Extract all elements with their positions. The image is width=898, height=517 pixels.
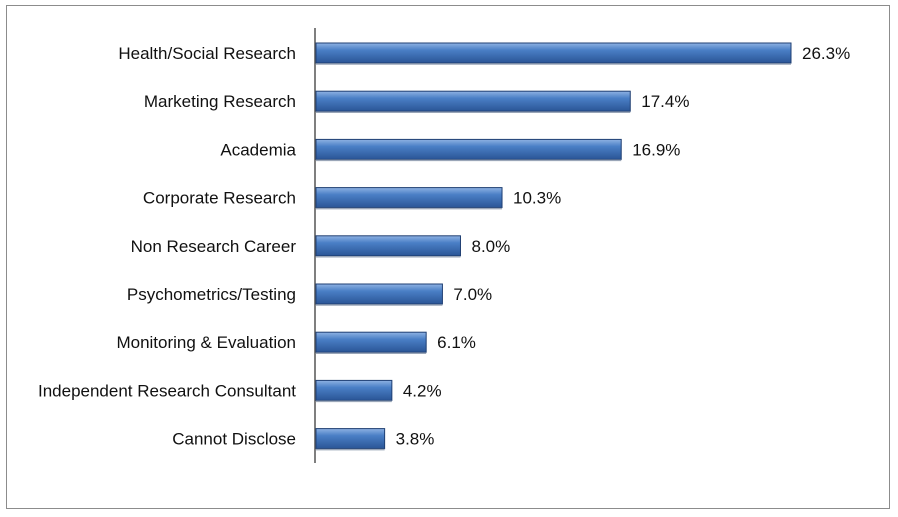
bar	[315, 428, 386, 450]
value-label: 6.1%	[437, 333, 476, 352]
category-label: Non Research Career	[131, 237, 297, 256]
bar	[315, 138, 622, 160]
bar	[315, 235, 461, 257]
bar	[315, 283, 443, 305]
value-label: 8.0%	[471, 237, 510, 256]
value-label: 17.4%	[641, 92, 689, 111]
category-label: Corporate Research	[143, 189, 296, 208]
bar	[315, 42, 792, 64]
category-label: Health/Social Research	[118, 44, 296, 63]
bar	[315, 379, 393, 401]
category-label: Monitoring & Evaluation	[116, 333, 296, 352]
bars-group: Health/Social Research 26.3% Marketing Res…	[38, 42, 850, 451]
bar	[315, 90, 631, 112]
value-label: 16.9%	[632, 140, 680, 159]
category-label: Psychometrics/Testing	[127, 285, 296, 304]
value-label: 10.3%	[513, 189, 561, 208]
category-label: Academia	[220, 140, 296, 159]
value-label: 26.3%	[802, 44, 850, 63]
category-label: Cannot Disclose	[172, 430, 296, 449]
value-label: 4.2%	[403, 381, 442, 400]
category-label: Marketing Research	[144, 92, 296, 111]
bar	[315, 187, 503, 209]
value-label: 7.0%	[453, 285, 492, 304]
category-label: Independent Research Consultant	[38, 381, 296, 400]
value-label: 3.8%	[396, 430, 435, 449]
bar	[315, 331, 427, 353]
